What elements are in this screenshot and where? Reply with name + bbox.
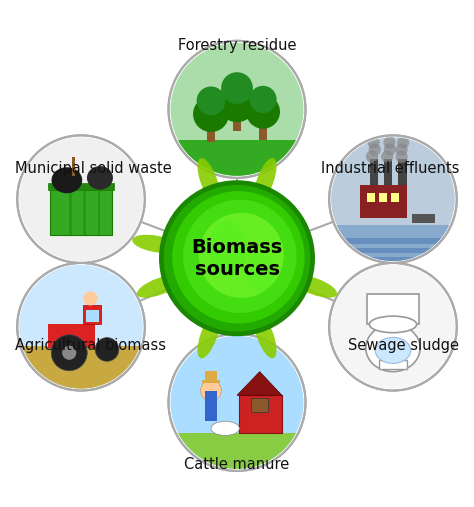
Circle shape: [368, 136, 381, 149]
Circle shape: [51, 335, 87, 371]
Circle shape: [396, 151, 409, 163]
Bar: [48, 324, 95, 348]
Bar: [201, 380, 220, 382]
Bar: [379, 360, 407, 369]
Bar: [360, 185, 407, 218]
Circle shape: [381, 151, 393, 163]
Bar: [329, 135, 457, 263]
Ellipse shape: [198, 158, 220, 203]
Circle shape: [217, 83, 257, 122]
Polygon shape: [237, 372, 282, 395]
Circle shape: [83, 292, 98, 306]
Circle shape: [246, 95, 280, 129]
Circle shape: [365, 151, 378, 163]
Bar: [205, 390, 217, 421]
Text: Forestry residue: Forestry residue: [178, 39, 296, 53]
Bar: [233, 107, 241, 131]
Circle shape: [199, 213, 284, 298]
Circle shape: [397, 136, 409, 149]
Text: Industrial effluents: Industrial effluents: [321, 161, 459, 176]
Bar: [259, 117, 267, 140]
Bar: [205, 371, 217, 380]
Bar: [168, 41, 306, 178]
Bar: [83, 306, 101, 324]
Circle shape: [17, 135, 145, 263]
Circle shape: [329, 263, 457, 390]
Bar: [379, 193, 387, 201]
Bar: [17, 346, 145, 390]
Circle shape: [193, 96, 229, 132]
Bar: [370, 159, 378, 185]
Text: Cattle manure: Cattle manure: [184, 457, 290, 472]
Text: Sewage sludge: Sewage sludge: [348, 338, 459, 353]
Ellipse shape: [209, 221, 246, 277]
Ellipse shape: [246, 254, 275, 292]
Bar: [412, 214, 436, 223]
Ellipse shape: [254, 158, 276, 203]
Bar: [207, 119, 215, 142]
Bar: [168, 334, 306, 471]
Bar: [251, 397, 268, 412]
Bar: [168, 433, 306, 471]
Circle shape: [172, 191, 305, 323]
Ellipse shape: [198, 313, 220, 358]
Circle shape: [329, 135, 457, 263]
Bar: [239, 395, 282, 433]
Bar: [98, 190, 100, 235]
Circle shape: [201, 380, 221, 401]
Bar: [86, 310, 99, 322]
Text: Biomass
sources: Biomass sources: [191, 238, 283, 279]
Circle shape: [168, 41, 306, 178]
Bar: [69, 190, 72, 235]
Circle shape: [17, 263, 145, 390]
Bar: [17, 263, 145, 390]
Circle shape: [159, 180, 315, 336]
Ellipse shape: [52, 167, 82, 193]
Circle shape: [197, 87, 225, 115]
Bar: [50, 187, 112, 235]
Bar: [384, 159, 392, 185]
Circle shape: [17, 135, 145, 263]
Circle shape: [164, 185, 310, 332]
Circle shape: [168, 334, 306, 471]
Bar: [168, 140, 306, 178]
Text: Municipal solid waste: Municipal solid waste: [15, 161, 172, 176]
Circle shape: [367, 143, 380, 156]
Ellipse shape: [366, 324, 420, 372]
Ellipse shape: [87, 166, 113, 190]
Circle shape: [329, 263, 457, 390]
Bar: [367, 294, 419, 324]
Ellipse shape: [369, 316, 417, 333]
Circle shape: [95, 338, 119, 361]
Bar: [329, 248, 457, 254]
Ellipse shape: [292, 275, 337, 298]
Circle shape: [381, 136, 393, 149]
Ellipse shape: [132, 235, 179, 253]
Bar: [48, 183, 114, 190]
Circle shape: [183, 200, 297, 313]
Bar: [329, 238, 457, 244]
Ellipse shape: [211, 421, 239, 436]
Circle shape: [383, 143, 395, 156]
Bar: [83, 190, 86, 235]
Circle shape: [249, 86, 277, 113]
Text: Agricultural biomass: Agricultural biomass: [15, 338, 166, 353]
Bar: [329, 257, 457, 263]
Bar: [367, 193, 375, 201]
Bar: [329, 225, 457, 263]
Bar: [72, 157, 75, 175]
Bar: [391, 193, 399, 201]
Ellipse shape: [137, 275, 182, 298]
Bar: [398, 159, 407, 185]
Circle shape: [221, 72, 253, 104]
Ellipse shape: [375, 337, 410, 364]
Ellipse shape: [254, 313, 276, 358]
Circle shape: [62, 346, 76, 360]
Circle shape: [398, 143, 410, 156]
